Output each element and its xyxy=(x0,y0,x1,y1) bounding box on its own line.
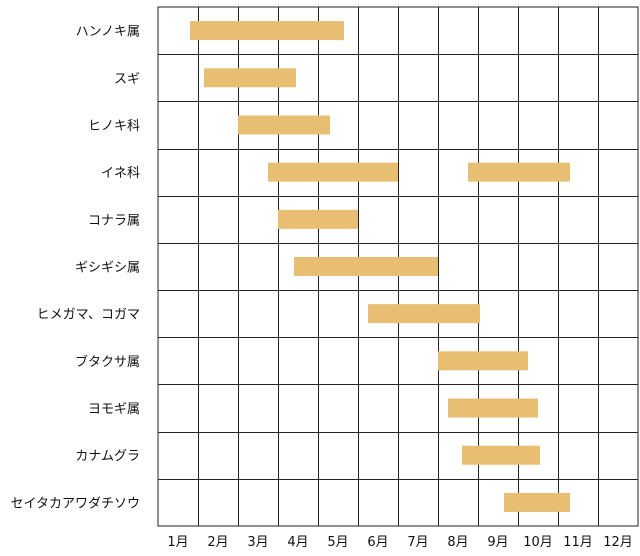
grid xyxy=(157,6,639,527)
period-bar xyxy=(368,304,480,324)
month-label: 9月 xyxy=(487,535,508,550)
month-label: 10月 xyxy=(523,535,553,550)
category-label: ギシギシ属 xyxy=(75,261,140,276)
period-bar xyxy=(468,162,570,182)
month-labels: 1月 2月 3月 4月 5月 6月 7月 8月 9月 10月 11月 12月 xyxy=(167,535,632,550)
month-label: 3月 xyxy=(247,535,268,550)
category-labels: ハンノキ属スギヒノキ科イネ科コナラ属ギシギシ属ヒメガマ、コガマブタクサ属ヨモギ属… xyxy=(11,25,140,512)
month-label: 4月 xyxy=(287,535,308,550)
period-bar xyxy=(190,21,344,41)
category-label: ヒノキ科 xyxy=(88,119,140,134)
category-label: ブタクサ属 xyxy=(75,354,140,370)
period-bar xyxy=(462,445,540,465)
category-label: コナラ属 xyxy=(88,213,140,228)
category-label: ヒメガマ、コガマ xyxy=(37,308,140,323)
month-label: 6月 xyxy=(367,535,388,550)
category-label: ヨモギ属 xyxy=(88,402,140,417)
category-label: イネ科 xyxy=(101,166,140,181)
period-bar xyxy=(238,115,330,135)
category-label: スギ xyxy=(114,72,140,87)
bars xyxy=(190,21,570,512)
month-label: 5月 xyxy=(327,535,348,550)
month-label: 7月 xyxy=(407,535,428,550)
month-label: 11月 xyxy=(563,535,593,550)
month-label: 8月 xyxy=(447,535,468,550)
period-bar xyxy=(448,398,538,418)
period-bar xyxy=(438,351,528,371)
period-bar xyxy=(294,257,438,276)
month-label: 2月 xyxy=(207,535,228,550)
month-label: 1月 xyxy=(167,535,188,550)
period-bar xyxy=(278,209,358,229)
month-label: 12月 xyxy=(603,535,633,550)
category-label: ハンノキ属 xyxy=(76,25,140,40)
category-label: セイタカアワダチソウ xyxy=(11,496,140,511)
category-label: カナムグラ xyxy=(75,449,140,464)
period-bar xyxy=(268,162,398,182)
period-bar xyxy=(504,492,570,512)
period-bar xyxy=(204,68,296,88)
